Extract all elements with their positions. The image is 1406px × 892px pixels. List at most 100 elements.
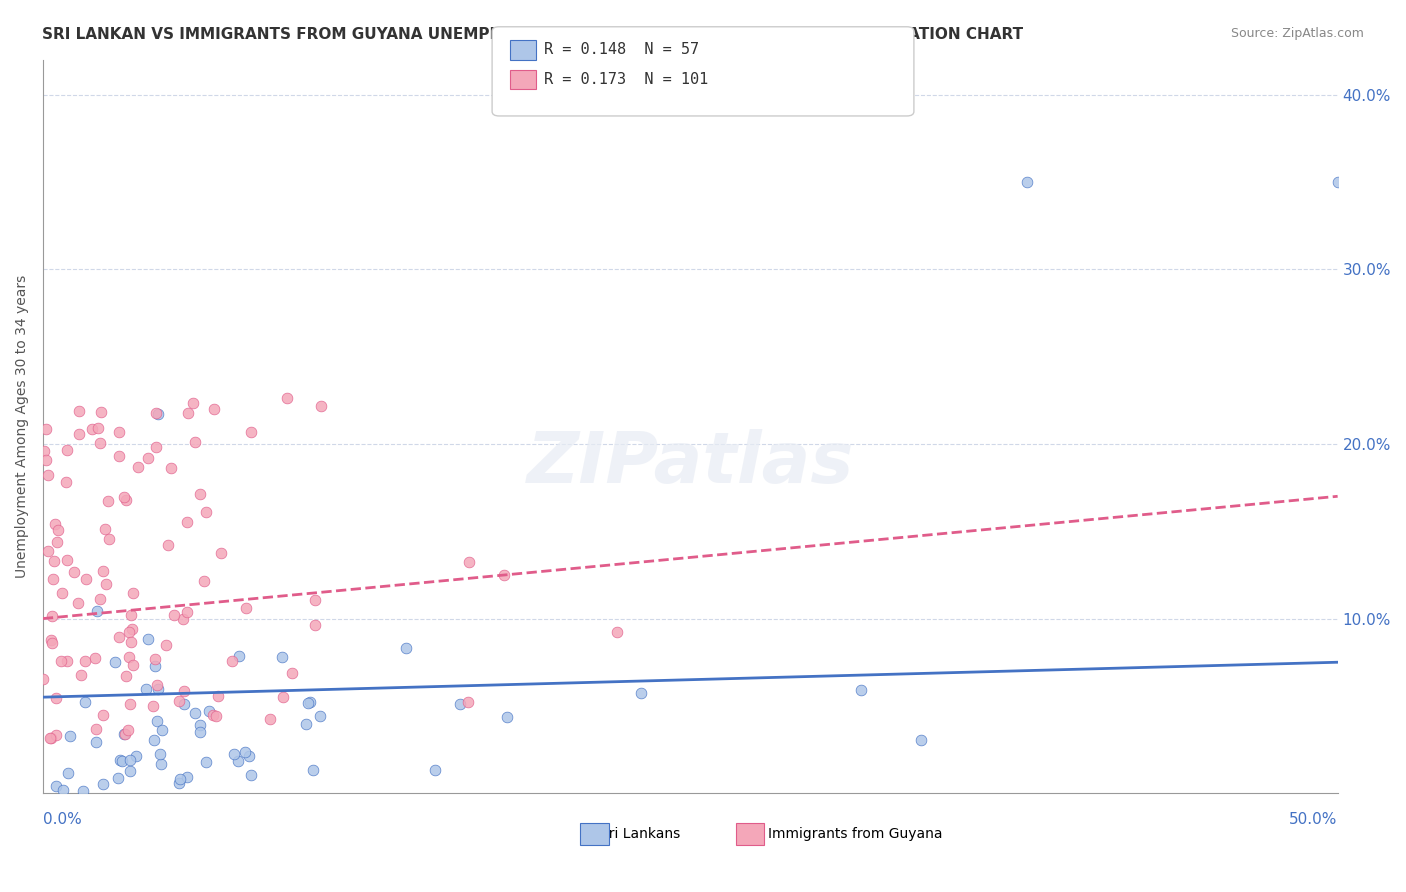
Sri Lankans: [125, 749, 148, 764]
Immigrants from Guyana: [204, 708, 226, 723]
Immigrants from Guyana: [35, 422, 58, 436]
Sri Lankans: [143, 659, 166, 673]
Immigrants from Guyana: [97, 494, 120, 508]
Sri Lankans: [52, 782, 75, 797]
Immigrants from Guyana: [202, 708, 225, 723]
Immigrants from Guyana: [120, 635, 142, 649]
Immigrants from Guyana: [145, 406, 167, 420]
Sri Lankans: [173, 697, 195, 711]
Immigrants from Guyana: [35, 453, 58, 467]
Immigrants from Guyana: [235, 600, 257, 615]
Immigrants from Guyana: [181, 395, 204, 409]
Immigrants from Guyana: [69, 668, 91, 682]
Immigrants from Guyana: [145, 440, 167, 454]
Immigrants from Guyana: [45, 728, 67, 742]
Sri Lankans: [118, 764, 141, 778]
Text: R = 0.148  N = 57: R = 0.148 N = 57: [544, 43, 699, 57]
Immigrants from Guyana: [107, 631, 129, 645]
Immigrants from Guyana: [46, 534, 69, 549]
Immigrants from Guyana: [41, 609, 63, 624]
Immigrants from Guyana: [117, 723, 139, 738]
Sri Lankans: [240, 768, 263, 782]
Text: SRI LANKAN VS IMMIGRANTS FROM GUYANA UNEMPLOYMENT AMONG AGES 30 TO 34 YEARS CORR: SRI LANKAN VS IMMIGRANTS FROM GUYANA UNE…: [42, 27, 1024, 42]
Immigrants from Guyana: [67, 403, 90, 417]
Sri Lankans: [235, 745, 257, 759]
Immigrants from Guyana: [84, 722, 107, 736]
Immigrants from Guyana: [120, 697, 142, 711]
Immigrants from Guyana: [606, 625, 628, 640]
Sri Lankans: [73, 695, 96, 709]
Sri Lankans: [135, 682, 157, 697]
Immigrants from Guyana: [184, 434, 207, 449]
Immigrants from Guyana: [276, 392, 298, 406]
Sri Lankans: [149, 747, 172, 762]
Sri Lankans: [136, 632, 159, 646]
Immigrants from Guyana: [41, 633, 63, 648]
Text: Immigrants from Guyana: Immigrants from Guyana: [768, 827, 942, 840]
Sri Lankans: [104, 655, 127, 669]
Immigrants from Guyana: [75, 654, 97, 668]
Sri Lankans: [107, 771, 129, 785]
Sri Lankans: [224, 747, 246, 761]
Immigrants from Guyana: [259, 712, 281, 726]
Immigrants from Guyana: [188, 487, 211, 501]
Immigrants from Guyana: [118, 624, 141, 639]
Sri Lankans: [169, 772, 191, 787]
Immigrants from Guyana: [55, 553, 77, 567]
Immigrants from Guyana: [91, 708, 114, 723]
Immigrants from Guyana: [122, 586, 145, 600]
Sri Lankans: [176, 771, 198, 785]
Immigrants from Guyana: [94, 522, 117, 536]
Sri Lankans: [271, 650, 294, 665]
Immigrants from Guyana: [118, 650, 141, 665]
Immigrants from Guyana: [142, 699, 165, 714]
Immigrants from Guyana: [240, 425, 263, 439]
Immigrants from Guyana: [221, 654, 243, 668]
Immigrants from Guyana: [42, 572, 65, 586]
Immigrants from Guyana: [457, 555, 479, 569]
Sri Lankans: [142, 732, 165, 747]
Immigrants from Guyana: [75, 572, 97, 586]
Immigrants from Guyana: [41, 636, 63, 650]
Immigrants from Guyana: [209, 546, 232, 560]
Immigrants from Guyana: [67, 427, 90, 442]
Immigrants from Guyana: [146, 678, 169, 692]
Sri Lankans: [84, 735, 107, 749]
Immigrants from Guyana: [44, 517, 66, 532]
Sri Lankans: [195, 755, 218, 769]
Sri Lankans: [146, 714, 169, 729]
Immigrants from Guyana: [159, 461, 181, 475]
Immigrants from Guyana: [163, 608, 186, 623]
Sri Lankans: [72, 784, 94, 798]
Immigrants from Guyana: [91, 564, 114, 578]
Sri Lankans: [1015, 175, 1038, 189]
Immigrants from Guyana: [114, 727, 136, 741]
Immigrants from Guyana: [42, 554, 65, 568]
Sri Lankans: [228, 754, 250, 768]
Sri Lankans: [394, 640, 416, 655]
Immigrants from Guyana: [122, 657, 145, 672]
FancyBboxPatch shape: [735, 822, 763, 845]
Immigrants from Guyana: [45, 690, 67, 705]
Immigrants from Guyana: [173, 684, 195, 698]
Sri Lankans: [111, 755, 134, 769]
Immigrants from Guyana: [120, 607, 142, 622]
Sri Lankans: [45, 779, 67, 793]
Sri Lankans: [1326, 175, 1348, 189]
Immigrants from Guyana: [155, 638, 177, 652]
Sri Lankans: [146, 682, 169, 697]
Immigrants from Guyana: [51, 585, 73, 599]
Text: R = 0.173  N = 101: R = 0.173 N = 101: [544, 72, 709, 87]
Immigrants from Guyana: [304, 593, 326, 607]
Sri Lankans: [183, 706, 205, 720]
Immigrants from Guyana: [457, 695, 479, 709]
Sri Lankans: [298, 695, 321, 709]
Sri Lankans: [152, 723, 174, 738]
Sri Lankans: [423, 763, 446, 777]
Immigrants from Guyana: [127, 460, 149, 475]
Sri Lankans: [188, 724, 211, 739]
Immigrants from Guyana: [98, 532, 121, 546]
Sri Lankans: [228, 649, 250, 664]
Immigrants from Guyana: [89, 591, 111, 606]
Immigrants from Guyana: [176, 515, 198, 529]
